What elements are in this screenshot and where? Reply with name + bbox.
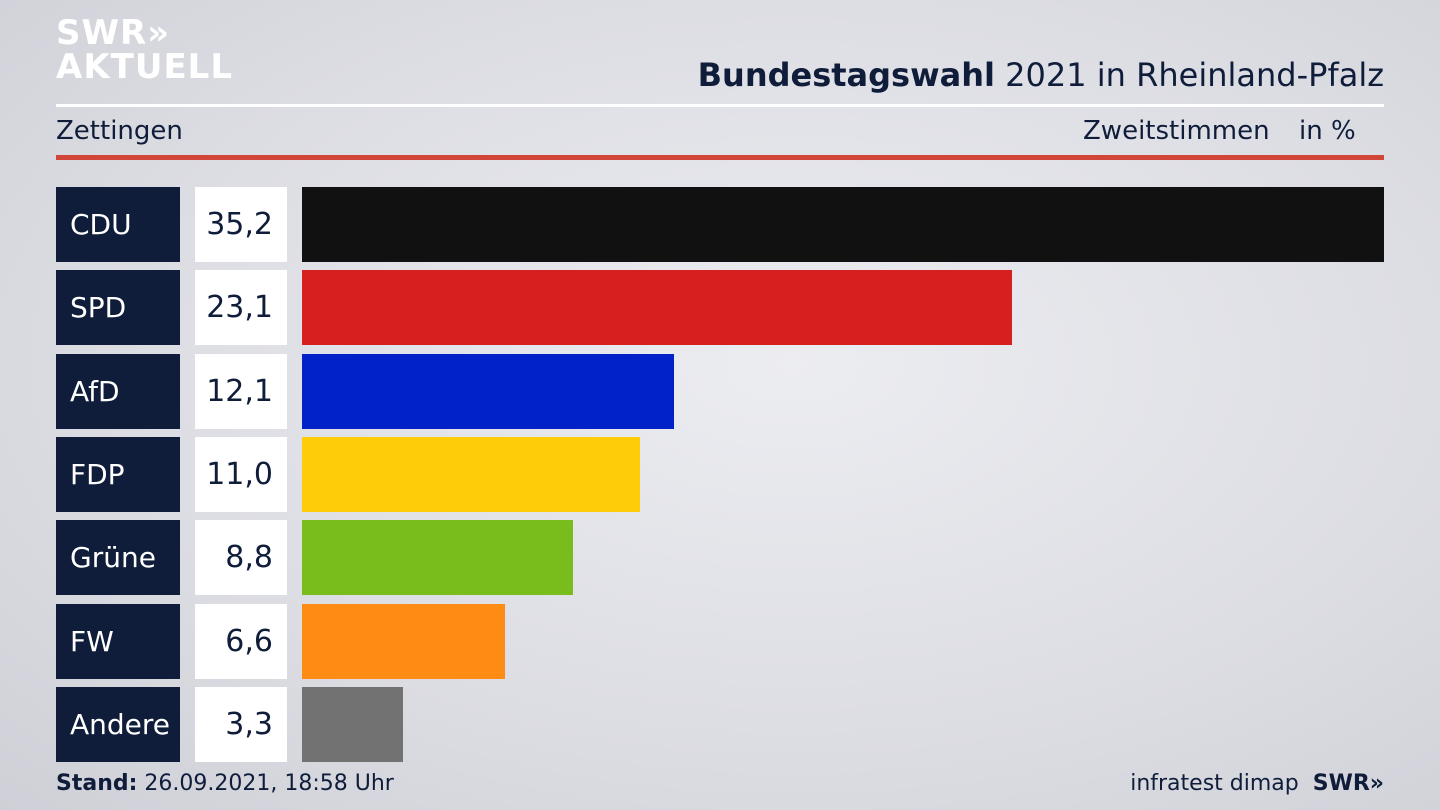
swr-aktuell-logo: SWR» AKTUELL: [56, 16, 233, 84]
logo-swr-text: SWR: [56, 13, 148, 53]
metric-label: Zweitstimmen: [1083, 116, 1270, 146]
party-label: AfD: [56, 354, 180, 429]
title-bold: Bundestagswahl: [697, 56, 995, 94]
bar: [302, 437, 640, 512]
accent-divider: [56, 155, 1384, 160]
bar: [302, 270, 1012, 345]
unit-label: in %: [1299, 116, 1356, 146]
page-title: Bundestagswahl 2021 in Rheinland-Pfalz: [698, 56, 1384, 94]
value-label: 8,8: [195, 520, 287, 595]
party-label: SPD: [56, 270, 180, 345]
title-rest: 2021 in Rheinland-Pfalz: [995, 56, 1384, 94]
source-label: infratest dimap: [1130, 771, 1299, 796]
timestamp: Stand: 26.09.2021, 18:58 Uhr: [56, 771, 394, 796]
value-label: 3,3: [195, 687, 287, 762]
party-label: FW: [56, 604, 180, 679]
bar: [302, 520, 573, 595]
bar: [302, 187, 1384, 262]
party-label: FDP: [56, 437, 180, 512]
value-label: 35,2: [195, 187, 287, 262]
stand-label: Stand:: [56, 771, 138, 796]
party-label: CDU: [56, 187, 180, 262]
location-label: Zettingen: [56, 116, 183, 146]
value-label: 11,0: [195, 437, 287, 512]
source-credit: infratest dimap SWR»: [1130, 771, 1384, 796]
party-label: Andere: [56, 687, 180, 762]
value-label: 23,1: [195, 270, 287, 345]
bar: [302, 604, 505, 679]
bar: [302, 354, 674, 429]
value-label: 12,1: [195, 354, 287, 429]
value-label: 6,6: [195, 604, 287, 679]
swr-brand-icon: SWR»: [1312, 771, 1384, 796]
header-divider: [56, 104, 1384, 107]
logo-aktuell-text: AKTUELL: [56, 47, 234, 87]
bar: [302, 687, 403, 762]
logo-chevrons-icon: »: [147, 13, 169, 53]
stand-value: 26.09.2021, 18:58 Uhr: [137, 771, 394, 796]
party-label: Grüne: [56, 520, 180, 595]
